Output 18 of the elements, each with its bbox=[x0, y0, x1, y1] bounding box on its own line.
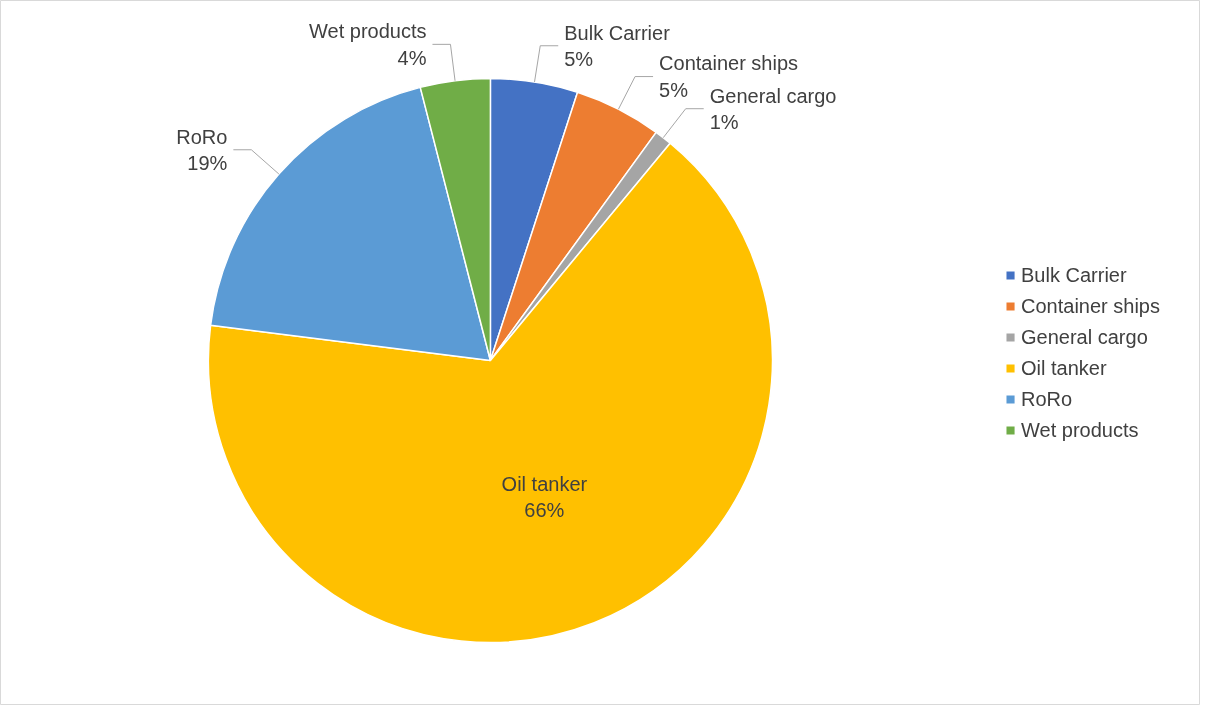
slice-label: RoRo bbox=[176, 125, 228, 148]
slice-label: General cargo bbox=[709, 84, 837, 107]
data-label: 5% bbox=[659, 78, 689, 101]
slice-label: Container ships bbox=[659, 52, 799, 75]
data-label: 19% bbox=[187, 151, 228, 174]
legend-label: Bulk Carrier bbox=[1021, 263, 1127, 287]
data-label: 1% bbox=[709, 110, 739, 133]
slice-label: Oil tanker bbox=[501, 472, 588, 495]
slice-label: Wet products bbox=[309, 20, 427, 43]
data-label: 4% bbox=[397, 46, 427, 69]
legend-label: Container ships bbox=[1021, 294, 1160, 318]
data-label: 5% bbox=[564, 47, 594, 70]
legend-label: General cargo bbox=[1021, 325, 1148, 349]
legend-label: RoRo bbox=[1021, 387, 1073, 411]
legend-label: Oil tanker bbox=[1021, 356, 1107, 380]
slice-label: Bulk Carrier bbox=[564, 21, 671, 44]
legend-label: Wet products bbox=[1021, 418, 1139, 442]
data-label: 66% bbox=[524, 499, 565, 522]
